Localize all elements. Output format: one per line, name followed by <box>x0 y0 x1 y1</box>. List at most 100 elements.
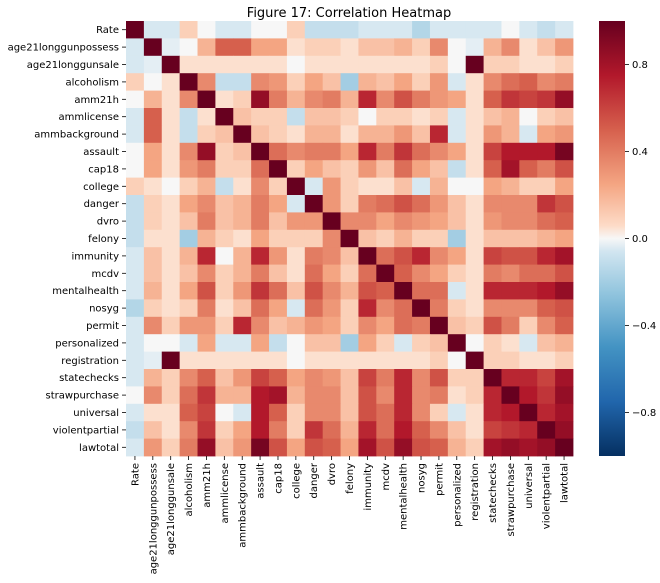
heatmap-cell <box>269 55 288 74</box>
heatmap-cell <box>429 21 449 39</box>
heatmap-cell <box>501 108 520 126</box>
x-axis-tick-labels: Rate age21longgunpossess age21longgunsale a… <box>130 456 571 574</box>
heatmap-cell <box>233 229 252 248</box>
heatmap-cell <box>358 403 377 422</box>
heatmap-cell <box>483 73 502 91</box>
heatmap-cell <box>215 21 234 39</box>
heatmap-cell <box>286 421 306 439</box>
heatmap-cell <box>269 108 288 126</box>
heatmap-cell <box>215 247 234 265</box>
heatmap-cell <box>483 55 502 74</box>
heatmap-cell <box>251 21 270 39</box>
heatmap-cell <box>304 316 324 335</box>
heatmap-cell <box>233 160 252 178</box>
heatmap-cell <box>519 247 538 265</box>
heatmap-cell <box>161 108 181 126</box>
heatmap-cell <box>412 38 431 57</box>
heatmap-cell <box>179 247 198 265</box>
heatmap-cell <box>179 21 198 39</box>
heatmap-cell <box>447 55 467 74</box>
heatmap-cell <box>358 282 377 300</box>
heatmap-cell <box>251 403 270 422</box>
heatmap-cell <box>429 282 449 300</box>
heatmap-cell <box>483 386 502 405</box>
heatmap-cell <box>126 421 145 439</box>
heatmap-cell <box>483 299 502 318</box>
heatmap-cell <box>501 299 520 318</box>
heatmap-cell <box>269 212 288 231</box>
heatmap-cell <box>376 195 395 213</box>
heatmap-cell <box>376 421 395 439</box>
heatmap-cell <box>376 386 395 405</box>
heatmap-cell <box>394 369 413 387</box>
heatmap-cell <box>126 212 145 231</box>
heatmap-cell <box>340 38 359 57</box>
x-tick-label: immunity <box>363 463 374 511</box>
heatmap-cell <box>447 108 467 126</box>
y-tick-label: immunity <box>71 251 119 262</box>
heatmap-cell <box>233 73 252 91</box>
heatmap-cell <box>447 351 467 370</box>
heatmap-cell <box>179 282 198 300</box>
heatmap-cell <box>269 177 288 196</box>
heatmap-cell <box>197 386 216 405</box>
heatmap-cell <box>537 438 556 457</box>
heatmap-cell <box>429 90 449 109</box>
heatmap-cell <box>483 177 502 196</box>
heatmap-cell <box>358 177 377 196</box>
heatmap-cell <box>126 369 145 387</box>
heatmap-cell <box>501 21 520 39</box>
heatmap-cell <box>161 386 181 405</box>
heatmap-cell <box>501 38 520 57</box>
heatmap-cell <box>143 73 163 91</box>
heatmap-cell <box>143 21 163 39</box>
heatmap-cell <box>126 177 145 196</box>
heatmap-cell <box>197 369 216 387</box>
heatmap-cell <box>179 142 198 161</box>
heatmap-cell <box>394 142 413 161</box>
heatmap-cell <box>483 351 502 370</box>
heatmap-cell <box>215 403 234 422</box>
heatmap-cell <box>304 177 324 196</box>
heatmap-cell <box>429 351 449 370</box>
heatmap-cell <box>304 55 324 74</box>
heatmap-cell <box>251 160 270 178</box>
heatmap-cell <box>143 160 163 178</box>
heatmap-cell <box>251 125 270 144</box>
heatmap-cell <box>286 160 306 178</box>
heatmap-cell <box>394 125 413 144</box>
heatmap-cell <box>322 73 341 91</box>
heatmap-cell <box>269 125 288 144</box>
heatmap-cell <box>394 403 413 422</box>
heatmap-cell <box>251 212 270 231</box>
heatmap-cell <box>197 73 216 91</box>
heatmap-cell <box>215 90 234 109</box>
heatmap-cell <box>269 403 288 422</box>
heatmap-cell <box>215 229 234 248</box>
heatmap-cell <box>447 282 467 300</box>
heatmap-cell <box>537 108 556 126</box>
heatmap-cell <box>447 73 467 91</box>
x-tick-label: universal <box>524 463 535 509</box>
heatmap-cell <box>197 142 216 161</box>
heatmap-cell <box>126 316 145 335</box>
heatmap-cell <box>394 421 413 439</box>
heatmap-cell <box>161 212 181 231</box>
heatmap-cell <box>322 195 341 213</box>
heatmap-cell <box>197 38 216 57</box>
heatmap-cell <box>143 212 163 231</box>
heatmap-cell <box>233 334 252 352</box>
heatmap-cell <box>197 229 216 248</box>
heatmap-cell <box>251 282 270 300</box>
y-tick-label: ammlicense <box>58 112 119 123</box>
heatmap-cell <box>519 386 538 405</box>
heatmap-cell <box>251 90 270 109</box>
heatmap-cell <box>429 125 449 144</box>
heatmap-cell <box>269 369 288 387</box>
heatmap-cell <box>340 369 359 387</box>
heatmap-cell <box>483 21 502 39</box>
heatmap-cell <box>304 403 324 422</box>
heatmap-cell <box>555 177 574 196</box>
heatmap-cell <box>465 403 484 422</box>
heatmap-cell <box>483 195 502 213</box>
